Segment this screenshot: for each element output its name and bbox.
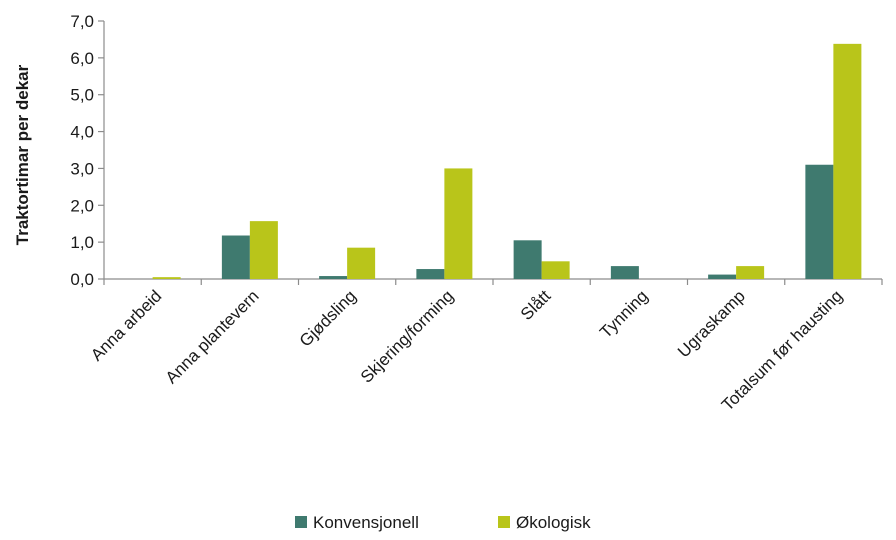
bar-okologisk: [444, 168, 473, 279]
bar-konvensjonell: [513, 240, 542, 279]
bar-konvensjonell: [416, 269, 445, 279]
legend-label-konvensjonell: Konvensjonell: [313, 513, 419, 532]
bar-okologisk: [736, 266, 765, 279]
bar-konvensjonell: [805, 164, 834, 279]
bar-konvensjonell: [610, 266, 639, 279]
y-tick-label: 5,0: [70, 86, 94, 105]
x-category-label: Tynning: [596, 286, 652, 342]
y-tick-label: 2,0: [70, 196, 94, 215]
x-category-label: Anna plantevern: [162, 286, 263, 387]
bar-okologisk: [152, 277, 181, 279]
y-tick-label: 4,0: [70, 123, 94, 142]
bar-okologisk: [347, 247, 376, 279]
legend: Konvensjonell Økologisk: [295, 513, 591, 532]
bar-okologisk: [249, 221, 278, 279]
x-category-label: Ugraskamp: [674, 286, 749, 361]
y-tick-label: 7,0: [70, 12, 94, 31]
x-category-label: Anna arbeid: [87, 286, 165, 364]
legend-swatch-konvensjonell: [295, 516, 307, 528]
y-tick-label: 6,0: [70, 49, 94, 68]
bar-konvensjonell: [221, 235, 250, 279]
y-tick-label: 3,0: [70, 159, 94, 178]
legend-swatch-okologisk: [498, 516, 510, 528]
y-tick-label: 1,0: [70, 233, 94, 252]
legend-label-okologisk: Økologisk: [516, 513, 591, 532]
axes: [103, 21, 883, 285]
x-category-label: Skjering/forming: [357, 286, 457, 386]
x-category-label: Gjødsling: [296, 286, 360, 350]
y-ticks: 0,0 1,0 2,0 3,0 4,0 5,0 6,0 7,0: [70, 12, 104, 289]
bar-konvensjonell: [708, 274, 737, 279]
bar-konvensjonell: [319, 276, 348, 279]
bar-okologisk: [833, 43, 862, 280]
bar-okologisk: [541, 261, 570, 279]
bars: [152, 43, 862, 280]
x-category-label: Slått: [517, 286, 555, 324]
y-tick-label: 0,0: [70, 270, 94, 289]
y-axis-title: Traktortimar per dekar: [13, 64, 32, 245]
